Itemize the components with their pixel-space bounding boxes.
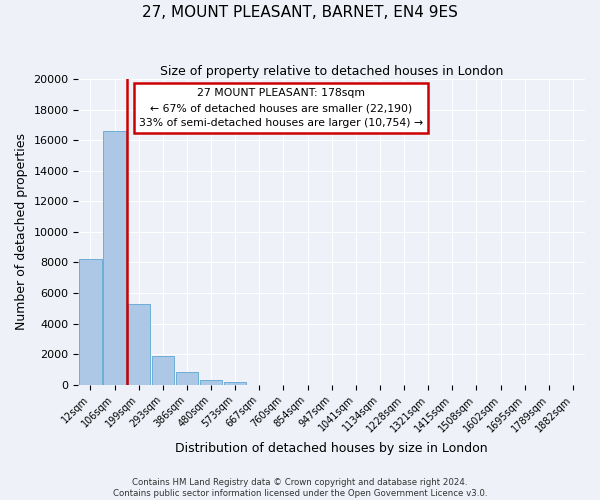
- Bar: [224, 382, 247, 384]
- X-axis label: Distribution of detached houses by size in London: Distribution of detached houses by size …: [175, 442, 488, 455]
- Y-axis label: Number of detached properties: Number of detached properties: [15, 134, 28, 330]
- Bar: [103, 131, 125, 384]
- Bar: [79, 260, 101, 384]
- Bar: [176, 372, 198, 384]
- Title: Size of property relative to detached houses in London: Size of property relative to detached ho…: [160, 65, 503, 78]
- Text: 27 MOUNT PLEASANT: 178sqm
← 67% of detached houses are smaller (22,190)
33% of s: 27 MOUNT PLEASANT: 178sqm ← 67% of detac…: [139, 88, 423, 128]
- Bar: [128, 304, 150, 384]
- Text: 27, MOUNT PLEASANT, BARNET, EN4 9ES: 27, MOUNT PLEASANT, BARNET, EN4 9ES: [142, 5, 458, 20]
- Bar: [152, 356, 174, 384]
- Text: Contains HM Land Registry data © Crown copyright and database right 2024.
Contai: Contains HM Land Registry data © Crown c…: [113, 478, 487, 498]
- Bar: [200, 380, 222, 384]
